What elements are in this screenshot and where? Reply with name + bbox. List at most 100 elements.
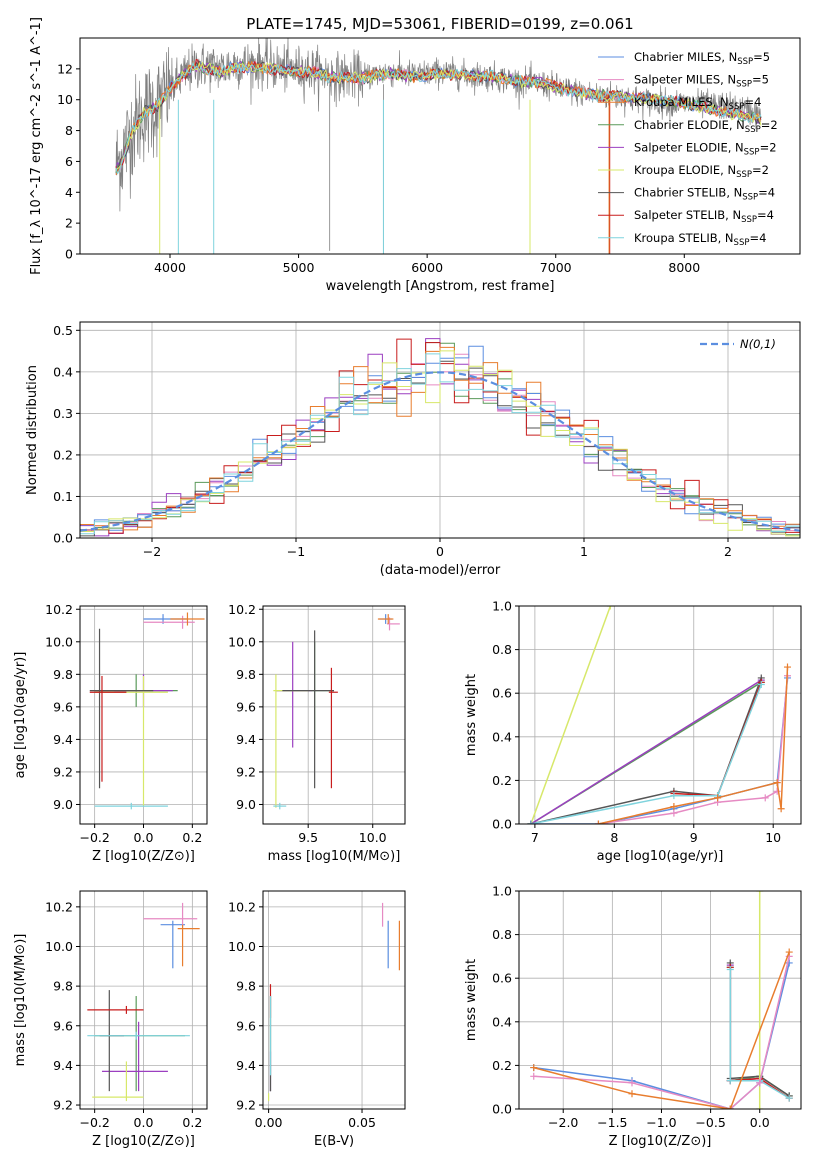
x-tick-label: 8 [610,830,618,845]
x-axis-label: Z [log10(Z/Z⊙)] [609,1134,712,1149]
axes-frame [79,37,801,255]
x-tick-label: 0.00 [255,1115,283,1130]
x-tick-label: 0.05 [348,1115,376,1130]
y-tick-label: 9.4 [53,1058,73,1073]
weight-marker-2 [773,779,781,787]
legend-count: =4 [757,208,774,222]
y-tick-label: 10.0 [45,939,73,954]
weight-line-4 [530,679,762,824]
weight-marker-2 [628,1090,636,1098]
plot-area [87,902,200,1102]
axes-weight-vs-Z: −2.0 −1.5 −1.0 −0.5 0.0 0.0 0.2 0.4 0.6 0.8 1.0 Z [… [464,884,802,1149]
axes-mass-vs-EBV: 0.00 0.05 9.2 9.4 9.6 9.8 10.0 10.2 E(B-V) [228,890,406,1149]
axes-residuals: −2 −1 0 1 2 0.0 0.1 0.2 0.3 0.4 0.5 (data-model)/er… [25,321,801,578]
weight-marker-5 [756,891,764,895]
legend-subscript: SSP [742,193,758,203]
residual-hist-2 [80,346,800,531]
weight-marker-8 [726,1077,734,1085]
weight-marker-1 [530,1072,538,1080]
residual-hist-8 [80,353,800,535]
weight-marker-2 [726,1105,734,1109]
legend-count: =2 [752,163,769,177]
y-tick-label: 0.6 [492,686,512,701]
x-tick-label: −2 [143,544,161,559]
y-tick-label: 0.1 [53,489,73,504]
y-tick-label: 9.0 [236,797,256,812]
y-tick-label: 10.2 [45,602,73,617]
y-tick-label: 9.2 [236,1098,256,1113]
x-axis-label: age [log10(age/yr)] [597,849,724,864]
legend-count: =5 [753,50,770,64]
y-tick-label: 9.2 [53,764,73,779]
axes-frame [518,890,802,1110]
y-axis-label: Normed distribution [25,365,40,495]
weight-marker-8 [757,680,765,688]
x-tick-label: −0.5 [695,1115,725,1130]
y-tick-label: 0.0 [492,1102,512,1117]
x-tick-label: −0.2 [79,830,109,845]
plot-area [273,614,400,810]
y-tick-label: 9.4 [236,1058,256,1073]
y-tick-label: 8 [65,123,73,138]
plot-area [89,612,205,810]
y-tick-label: 10.0 [45,634,73,649]
y-tick-label: 0.3 [53,406,73,421]
weight-marker-1 [773,787,781,795]
y-tick-label: 9.6 [236,699,256,714]
plot-area [527,606,791,824]
weight-line-2 [598,666,789,824]
x-axis-label: (data-model)/error [380,563,501,578]
weight-line-8 [530,684,762,824]
y-tick-label: 0.2 [53,447,73,462]
weight-marker-8 [726,965,734,973]
x-tick-label: 0.0 [134,1115,154,1130]
y-axis-label: mass weight [464,674,479,756]
y-tick-label: 10 [57,92,73,107]
y-axis-label: mass weight [464,959,479,1041]
legend-subscript: SSP [736,170,752,180]
weight-line-0 [530,677,789,824]
weight-marker-8 [670,792,678,800]
x-tick-label: 10.0 [359,830,387,845]
y-tick-label: 9.8 [236,979,256,994]
weight-marker-2 [783,663,791,671]
y-tick-label: 0.6 [492,971,512,986]
plot-area [530,891,793,1109]
x-tick-label: 5000 [283,260,315,275]
x-tick-label: 0 [436,544,444,559]
legend-entry-1: Salpeter MILES, NSSP=5 [634,73,769,90]
model-spectrum-5 [115,61,762,171]
y-tick-label: 1.0 [492,884,512,899]
weight-marker-2 [777,805,785,813]
weight-line-1 [598,675,789,824]
y-tick-label: 0.2 [492,1058,512,1073]
legend-entry-normal: N(0,1) [740,337,776,351]
legend-subscript: SSP [744,147,760,157]
weight-line-4 [729,965,760,1082]
y-tick-label: 10.2 [45,899,73,914]
y-tick-label: 9.8 [236,667,256,682]
y-tick-label: 0.4 [492,729,512,744]
y-axis-label: age [log10(age/yr)] [13,652,28,779]
plot-area [115,38,762,254]
legend-count: =4 [758,186,775,200]
legend-subscript: SSP [736,80,752,90]
weight-line-2 [533,951,790,1109]
weight-marker-2 [670,803,678,811]
x-tick-label: 10 [765,830,781,845]
weight-marker-2 [785,948,793,956]
legend-entry-0: Chabrier MILES, NSSP=5 [634,50,770,67]
y-tick-label: 4 [65,185,73,200]
x-tick-label: 8000 [668,260,700,275]
weight-line-6 [530,677,763,824]
axes-frame [518,605,802,825]
weight-line-8 [729,969,790,1099]
y-tick-label: 0.8 [492,927,512,942]
legend-count: =4 [749,231,766,245]
axes-spectrum: 4000 5000 6000 7000 8000 0 2 4 6 8 10 12 wavelength … [29,17,801,294]
x-tick-label: 7 [531,830,539,845]
x-tick-label: 0.2 [182,830,202,845]
y-tick-label: 9.6 [236,1018,256,1033]
weight-marker-5 [606,606,614,610]
weight-marker-0 [527,820,535,824]
